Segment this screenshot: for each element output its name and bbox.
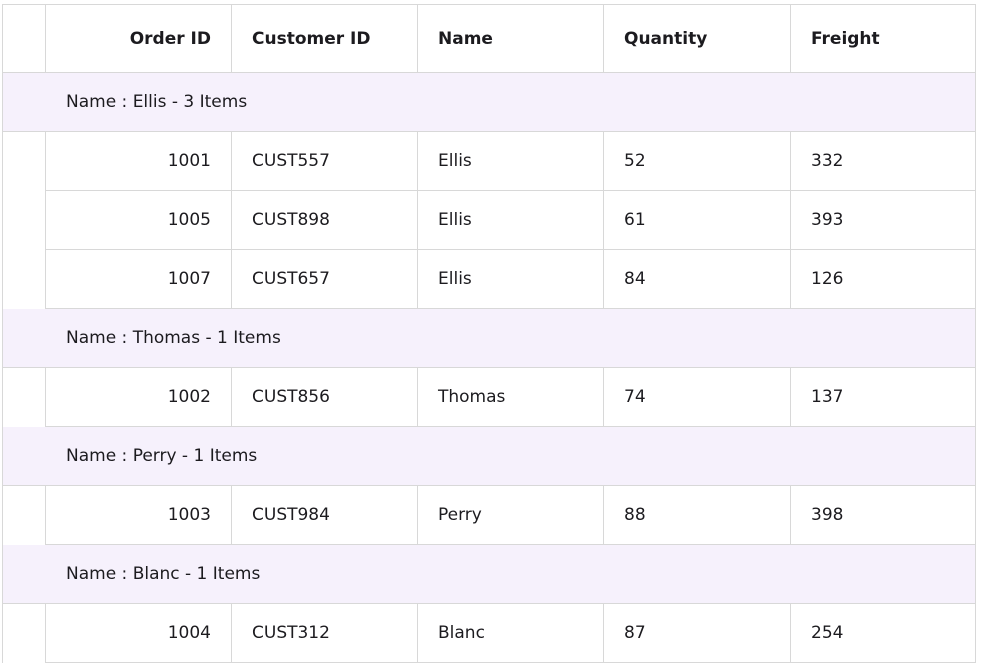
cell-name[interactable]: Perry: [418, 486, 604, 544]
table-row[interactable]: 1004 CUST312 Blanc 87 254: [3, 604, 975, 663]
cell-quantity[interactable]: 84: [604, 250, 791, 308]
cell-order-id[interactable]: 1004: [46, 604, 232, 662]
cell-customer-id[interactable]: CUST898: [232, 191, 418, 249]
cell-freight[interactable]: 126: [811, 269, 844, 289]
cell-name[interactable]: Thomas: [418, 368, 604, 426]
cell-customer-id[interactable]: CUST312: [232, 604, 418, 662]
cell-order-id[interactable]: 1005: [46, 191, 232, 249]
cell-freight[interactable]: 398: [811, 505, 844, 525]
group-caption-row[interactable]: Name : Perry - 1 Items: [3, 427, 975, 486]
cell-order-id[interactable]: 1001: [46, 132, 232, 190]
cell-name[interactable]: Ellis: [418, 132, 604, 190]
cell-customer-id[interactable]: CUST856: [232, 368, 418, 426]
cell-customer-id[interactable]: CUST557: [232, 132, 418, 190]
table-row[interactable]: 1007 CUST657 Ellis 84 126: [3, 250, 975, 309]
cell-customer-id[interactable]: CUST984: [232, 486, 418, 544]
cell-quantity[interactable]: 74: [604, 368, 791, 426]
cell-name[interactable]: Ellis: [418, 191, 604, 249]
group-caption-row[interactable]: Name : Ellis - 3 Items: [3, 73, 975, 132]
group-caption: Name : Ellis - 3 Items: [66, 92, 248, 112]
cell-order-id[interactable]: 1007: [46, 250, 232, 308]
cell-customer-id[interactable]: CUST657: [232, 250, 418, 308]
cell-name[interactable]: Ellis: [418, 250, 604, 308]
cell-order-id[interactable]: 1003: [46, 486, 232, 544]
data-grid: Order ID Customer ID Name Quantity Freig…: [2, 4, 976, 663]
group-caption: Name : Blanc - 1 Items: [66, 564, 261, 584]
cell-quantity[interactable]: 52: [604, 132, 791, 190]
group-caption-row[interactable]: Name : Thomas - 1 Items: [3, 309, 975, 368]
cell-quantity[interactable]: 88: [604, 486, 791, 544]
column-header-name[interactable]: Name: [418, 5, 604, 72]
table-row[interactable]: 1001 CUST557 Ellis 52 332: [3, 132, 975, 191]
column-header-freight[interactable]: Freight: [811, 28, 880, 49]
group-caption-row[interactable]: Name : Blanc - 1 Items: [3, 545, 975, 604]
table-row[interactable]: 1002 CUST856 Thomas 74 137: [3, 368, 975, 427]
cell-name[interactable]: Blanc: [418, 604, 604, 662]
cell-order-id[interactable]: 1002: [46, 368, 232, 426]
cell-quantity[interactable]: 87: [604, 604, 791, 662]
column-header-quantity[interactable]: Quantity: [604, 5, 791, 72]
cell-freight[interactable]: 254: [811, 623, 844, 643]
column-header-customer-id[interactable]: Customer ID: [232, 5, 418, 72]
group-indent-header: [3, 5, 46, 72]
table-row[interactable]: 1005 CUST898 Ellis 61 393: [3, 191, 975, 250]
group-caption: Name : Thomas - 1 Items: [66, 328, 281, 348]
table-row[interactable]: 1003 CUST984 Perry 88 398: [3, 486, 975, 545]
grid-header-row: Order ID Customer ID Name Quantity Freig…: [3, 5, 975, 73]
group-caption: Name : Perry - 1 Items: [66, 446, 258, 466]
cell-freight[interactable]: 332: [811, 151, 844, 171]
cell-freight[interactable]: 393: [811, 210, 844, 230]
cell-freight[interactable]: 137: [811, 387, 844, 407]
column-header-order-id[interactable]: Order ID: [46, 5, 232, 72]
cell-quantity[interactable]: 61: [604, 191, 791, 249]
